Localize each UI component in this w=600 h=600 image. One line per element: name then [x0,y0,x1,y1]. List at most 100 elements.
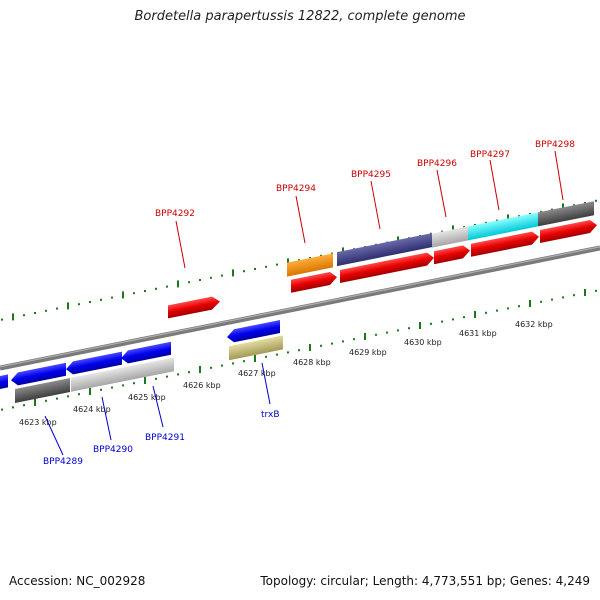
gene-label-bpp4291[interactable]: BPP4291 [145,433,185,443]
minor-tick [23,314,25,317]
accession-label: Accession: NC_002928 [9,574,146,588]
genome-backbone [0,245,600,371]
gene-arrow-partial[interactable] [0,374,8,390]
gene-label-bpp4290[interactable]: BPP4290 [93,445,133,455]
kbp-label: 4623 kbp [19,418,57,427]
genome-backbone-highlight [0,246,600,368]
gene-label-bpp4292[interactable]: BPP4292 [155,209,195,219]
gene-label-bpp4296[interactable]: BPP4296 [417,159,457,169]
minor-tick [111,296,113,299]
minor-tick [452,318,454,321]
minor-tick [287,351,289,354]
gene-label-trxb[interactable]: trxB [261,410,280,420]
major-tick [34,399,36,406]
major-tick [562,203,564,211]
cog-feature [125,357,174,381]
minor-tick [342,340,344,343]
reverse-tick-row [1,289,597,411]
cog-feature [287,253,333,277]
minor-tick [397,329,399,332]
forward-strand-features [168,201,597,319]
gene-arrow-bpp4294[interactable] [291,271,337,293]
minor-tick [177,373,179,376]
major-tick [232,269,234,277]
cog-feature [538,201,594,227]
minor-tick [353,338,355,341]
gene-arrow-bpp4291[interactable] [121,341,171,365]
minor-tick [133,382,135,385]
gene-label-bpp4298[interactable]: BPP4298 [535,140,575,150]
minor-tick [56,307,58,310]
minor-tick [298,349,300,352]
cog-feature [71,366,125,392]
minor-tick [23,404,25,407]
gene-label-bpp4289[interactable]: BPP4289 [43,457,83,467]
cog-feature [337,233,432,267]
minor-tick [144,290,146,292]
minor-tick [463,316,465,319]
minor-tick [1,318,3,321]
minor-tick [595,199,597,202]
minor-tick [100,298,102,301]
major-tick [529,300,531,307]
minor-tick [276,263,278,266]
kbp-label: 4624 kbp [73,405,111,414]
gene-arrow-bpp4289[interactable] [11,362,66,387]
major-tick [419,322,421,329]
kbp-label: 4632 kbp [515,320,553,329]
minor-tick [56,397,58,400]
gene-arrow-bpp4292[interactable] [168,295,220,319]
minor-tick [67,395,69,398]
cog-feature [432,226,468,248]
minor-tick [166,375,168,378]
gene-arrow-bpp4296[interactable] [434,244,470,265]
gene-label-bpp4294[interactable]: BPP4294 [276,184,316,194]
major-tick [364,333,366,340]
gene-label-bpp4295[interactable]: BPP4295 [351,170,391,180]
minor-tick [188,281,190,284]
major-tick [507,214,509,222]
minor-tick [34,312,36,314]
minor-tick [78,393,80,396]
major-tick [287,258,289,266]
minor-tick [595,289,597,292]
minor-tick [551,298,553,301]
minor-tick [540,300,542,303]
minor-tick [408,327,410,330]
major-tick [254,355,256,362]
kbp-label: 4627 kbp [238,369,276,378]
minor-tick [441,320,443,323]
major-tick [89,388,91,395]
gene-arrow-trxb[interactable] [227,319,280,344]
gene-arrow-bpp4295[interactable] [340,251,434,283]
gene-arrow-bpp4297[interactable] [471,230,539,257]
kbp-scale: 4623 kbp 4624 kbp 4625 kbp 4626 kbp 4627… [19,320,553,427]
minor-tick [386,331,388,334]
minor-tick [221,274,223,277]
major-tick [12,313,14,321]
minor-tick [573,294,575,297]
minor-tick [45,399,47,402]
minor-tick [155,287,157,290]
kbp-label: 4625 kbp [128,393,166,402]
kbp-label: 4626 kbp [183,381,221,390]
major-tick [584,289,586,296]
major-tick [309,344,311,351]
minor-tick [232,362,234,365]
minor-tick [518,305,520,308]
minor-tick [331,342,333,345]
cog-feature [468,212,538,241]
gene-arrow-bpp4290[interactable] [66,351,122,376]
minor-tick [199,279,201,281]
major-tick [474,311,476,318]
major-tick [177,280,179,288]
minor-tick [166,285,168,288]
gene-label-bpp4297[interactable]: BPP4297 [470,150,510,160]
gene-arrow-bpp4298[interactable] [540,219,597,243]
minor-tick [276,353,278,356]
reverse-strand-features [0,319,283,403]
minor-tick [1,408,3,411]
major-tick [67,302,69,310]
minor-tick [111,386,113,389]
